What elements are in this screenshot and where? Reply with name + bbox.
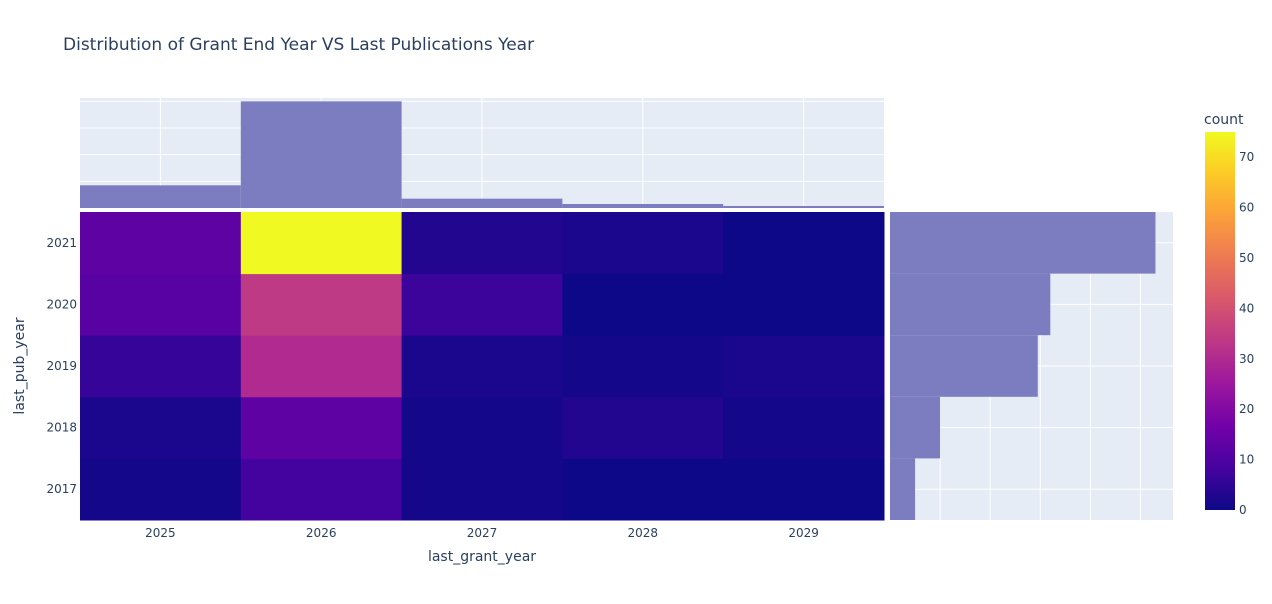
heatmap-cell-2027-2018: [401, 396, 563, 459]
x-tick-label: 2028: [628, 526, 659, 540]
x-axis-title: last_grant_year: [428, 549, 536, 565]
y-tick-label: 2018: [46, 421, 77, 435]
colorbar-tick-label: 0: [1239, 503, 1247, 517]
heatmap-cell-2028-2020: [562, 273, 724, 336]
heatmap-cell-2028-2017: [562, 458, 724, 521]
heatmap-cell-2026-2018: [240, 396, 403, 459]
colorbar-tick-label: 60: [1239, 201, 1254, 215]
top-histogram-bar-2029: [723, 206, 884, 208]
y-tick-label: 2017: [46, 482, 77, 496]
heatmap-cell-2029-2017: [723, 458, 885, 521]
heatmap-cell-2026-2017: [240, 458, 403, 521]
heatmap-cell-2028-2019: [562, 335, 724, 398]
right-histogram: [890, 212, 1173, 520]
x-tick-label: 2029: [788, 526, 819, 540]
colorbar-ticks: 0 10 20 30 40 50 60 70: [1239, 150, 1254, 517]
top-histogram-bar-2025: [80, 185, 241, 208]
heatmap-cell-2026-2019: [240, 335, 403, 398]
heatmap-cell-2027-2021: [401, 212, 563, 275]
x-tick-label: 2026: [306, 526, 337, 540]
heatmap-cell-2026-2021: [240, 212, 403, 275]
top-histogram-bar-2028: [562, 204, 724, 208]
heatmap-cell-2029-2018: [723, 396, 885, 459]
right-histogram-bar-2017: [890, 458, 916, 520]
heatmap-cell-2027-2017: [401, 458, 563, 521]
colorbar-tick-label: 20: [1239, 402, 1254, 416]
heatmap-cell-2026-2020: [240, 273, 403, 336]
top-histogram: [80, 98, 884, 208]
heatmap-cell-2029-2019: [723, 335, 885, 398]
heatmap-cell-2027-2019: [401, 335, 563, 398]
right-histogram-bar-2019: [890, 335, 1038, 397]
y-tick-label: 2021: [46, 236, 77, 250]
y-axis-ticks: 2017 2018 2019 2020 2021: [46, 236, 77, 496]
chart-title: Distribution of Grant End Year VS Last P…: [63, 35, 534, 55]
colorbar: [1205, 132, 1235, 510]
heatmap-cell-2029-2021: [723, 212, 885, 275]
heatmap: [80, 212, 885, 521]
colorbar-tick-label: 10: [1239, 453, 1254, 467]
heatmap-cell-2025-2018: [80, 396, 242, 459]
heatmap-cell-2025-2017: [80, 458, 242, 521]
y-tick-label: 2020: [46, 297, 77, 311]
colorbar-tick-label: 50: [1239, 251, 1254, 265]
x-axis-ticks: 2025 2026 2027 2028 2029: [145, 526, 819, 540]
x-tick-label: 2027: [467, 526, 498, 540]
top-histogram-bar-2026: [240, 101, 402, 208]
colorbar-tick-label: 40: [1239, 301, 1254, 315]
right-histogram-bar-2021: [890, 212, 1156, 274]
y-tick-label: 2019: [46, 359, 77, 373]
heatmap-cell-2025-2020: [80, 273, 242, 336]
colorbar-title: count: [1204, 112, 1244, 128]
heatmap-cell-2025-2021: [80, 212, 242, 275]
heatmap-cell-2025-2019: [80, 335, 242, 398]
y-axis-title: last_pub_year: [12, 317, 28, 414]
colorbar-tick-label: 30: [1239, 352, 1254, 366]
right-histogram-bar-2018: [890, 396, 941, 459]
heatmap-cell-2028-2021: [562, 212, 724, 275]
heatmap-cell-2029-2020: [723, 273, 885, 336]
heatmap-cell-2027-2020: [401, 273, 563, 336]
x-tick-label: 2025: [145, 526, 176, 540]
heatmap-cell-2028-2018: [562, 396, 724, 459]
top-histogram-bar-2027: [401, 198, 563, 208]
colorbar-tick-label: 70: [1239, 150, 1254, 164]
right-histogram-bar-2020: [890, 273, 1051, 336]
